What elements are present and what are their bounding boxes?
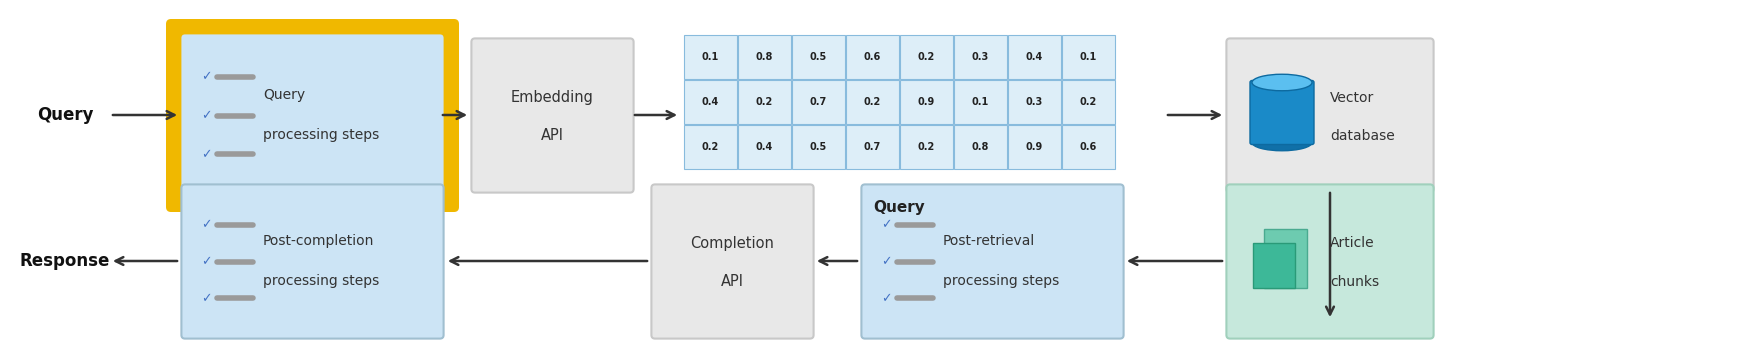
FancyBboxPatch shape: [792, 80, 845, 124]
Text: 0.4: 0.4: [755, 142, 773, 152]
FancyBboxPatch shape: [845, 125, 900, 169]
FancyBboxPatch shape: [652, 184, 814, 339]
Text: chunks: chunks: [1330, 274, 1379, 289]
FancyBboxPatch shape: [1264, 229, 1307, 288]
Text: 0.7: 0.7: [865, 142, 880, 152]
Text: ✓: ✓: [201, 255, 211, 268]
FancyBboxPatch shape: [954, 35, 1007, 79]
Text: Query: Query: [37, 106, 93, 124]
FancyBboxPatch shape: [1062, 125, 1115, 169]
Text: Response: Response: [19, 252, 111, 270]
Text: ✓: ✓: [201, 148, 211, 161]
FancyBboxPatch shape: [738, 35, 791, 79]
Text: Completion: Completion: [690, 236, 775, 251]
Ellipse shape: [1252, 134, 1312, 151]
FancyBboxPatch shape: [900, 80, 953, 124]
Text: 0.4: 0.4: [703, 97, 718, 107]
Text: ✓: ✓: [201, 109, 211, 122]
Text: Post-completion: Post-completion: [262, 234, 375, 249]
Text: Post-retrieval: Post-retrieval: [942, 234, 1035, 249]
Text: processing steps: processing steps: [262, 274, 379, 289]
Text: 0.9: 0.9: [1027, 142, 1043, 152]
FancyBboxPatch shape: [472, 38, 634, 193]
Text: API: API: [720, 274, 743, 289]
Text: ✓: ✓: [880, 255, 891, 268]
Text: processing steps: processing steps: [262, 128, 379, 143]
Text: Vector: Vector: [1330, 91, 1374, 105]
FancyBboxPatch shape: [166, 19, 460, 212]
Text: 0.5: 0.5: [810, 142, 828, 152]
FancyBboxPatch shape: [738, 80, 791, 124]
FancyBboxPatch shape: [1254, 243, 1296, 288]
Ellipse shape: [1252, 74, 1312, 91]
Text: 0.9: 0.9: [917, 97, 935, 107]
Text: API: API: [541, 128, 564, 143]
Text: Article: Article: [1330, 237, 1375, 251]
FancyBboxPatch shape: [1007, 80, 1060, 124]
FancyBboxPatch shape: [1062, 80, 1115, 124]
Text: 0.6: 0.6: [865, 52, 880, 62]
Text: 0.2: 0.2: [865, 97, 880, 107]
Text: Embedding: Embedding: [511, 90, 593, 105]
FancyBboxPatch shape: [861, 184, 1124, 339]
Text: 0.6: 0.6: [1079, 142, 1097, 152]
Text: 0.3: 0.3: [1027, 97, 1043, 107]
Text: 0.4: 0.4: [1027, 52, 1043, 62]
Text: ✓: ✓: [880, 292, 891, 305]
Text: ✓: ✓: [880, 218, 891, 231]
Text: 0.2: 0.2: [917, 142, 935, 152]
Text: database: database: [1330, 128, 1395, 143]
FancyBboxPatch shape: [1250, 80, 1314, 145]
FancyBboxPatch shape: [1226, 38, 1433, 193]
Text: 0.2: 0.2: [917, 52, 935, 62]
Text: 0.2: 0.2: [703, 142, 718, 152]
FancyBboxPatch shape: [792, 35, 845, 79]
Text: ✓: ✓: [201, 292, 211, 305]
FancyBboxPatch shape: [738, 125, 791, 169]
FancyBboxPatch shape: [954, 125, 1007, 169]
Text: ✓: ✓: [201, 218, 211, 231]
Text: processing steps: processing steps: [942, 274, 1060, 289]
Text: 0.5: 0.5: [810, 52, 828, 62]
FancyBboxPatch shape: [1007, 125, 1060, 169]
FancyBboxPatch shape: [683, 80, 738, 124]
FancyBboxPatch shape: [845, 80, 900, 124]
Text: 0.7: 0.7: [810, 97, 828, 107]
FancyBboxPatch shape: [181, 34, 444, 197]
FancyBboxPatch shape: [1007, 35, 1060, 79]
Text: Query: Query: [873, 200, 925, 215]
Text: 0.3: 0.3: [972, 52, 990, 62]
FancyBboxPatch shape: [900, 35, 953, 79]
Text: 0.2: 0.2: [1079, 97, 1097, 107]
Text: 0.2: 0.2: [755, 97, 773, 107]
Text: 0.1: 0.1: [972, 97, 990, 107]
Text: 0.8: 0.8: [755, 52, 773, 62]
FancyBboxPatch shape: [683, 35, 738, 79]
Text: ✓: ✓: [201, 70, 211, 83]
FancyBboxPatch shape: [845, 35, 900, 79]
FancyBboxPatch shape: [792, 125, 845, 169]
Text: 0.1: 0.1: [703, 52, 718, 62]
Text: 0.8: 0.8: [972, 142, 990, 152]
FancyBboxPatch shape: [900, 125, 953, 169]
Text: 0.1: 0.1: [1079, 52, 1097, 62]
FancyBboxPatch shape: [1226, 184, 1433, 339]
FancyBboxPatch shape: [181, 184, 444, 339]
FancyBboxPatch shape: [954, 80, 1007, 124]
FancyBboxPatch shape: [683, 125, 738, 169]
Text: Query: Query: [262, 88, 305, 102]
FancyBboxPatch shape: [1062, 35, 1115, 79]
